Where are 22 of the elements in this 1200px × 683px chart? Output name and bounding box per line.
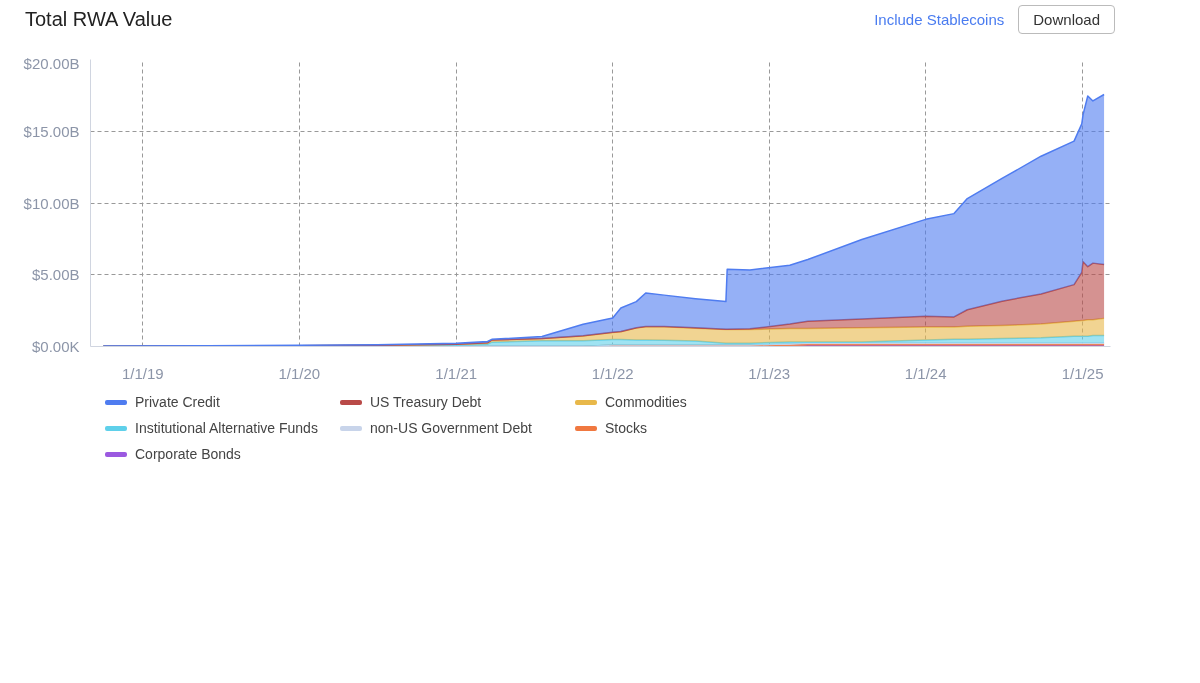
legend-label: US Treasury Debt [369,393,483,412]
x-tick-label: 1/1/21 [435,364,478,382]
y-tick-label: $0.00K [31,338,80,355]
legend-label: Private Credit [134,393,221,412]
y-tick-label: $5.00B [31,266,80,284]
x-tick-label: 1/1/19 [121,364,164,382]
legend-label: Stocks [604,419,648,438]
text: Include Stablecoins [874,10,1005,28]
x-tick-label: 1/1/22 [591,364,634,382]
legend-label: Corporate Bonds [134,445,242,464]
chart-title: Total RWA Value [25,7,173,32]
legend-label: Institutional Alternative Funds [134,419,319,438]
y-tick-label: $20.00B [23,54,80,72]
x-tick-label: 1/1/23 [748,364,791,382]
legend-label: non-US Government Debt [369,419,533,438]
x-tick-label: 1/1/20 [278,364,321,382]
x-tick-label: 1/1/24 [904,364,947,382]
legend-label: Commodities [604,393,688,412]
y-tick-label: $15.00B [23,122,80,140]
text: Download [1018,4,1115,34]
x-tick-label: 1/1/25 [1061,364,1104,382]
y-tick-label: $10.00B [23,194,80,212]
